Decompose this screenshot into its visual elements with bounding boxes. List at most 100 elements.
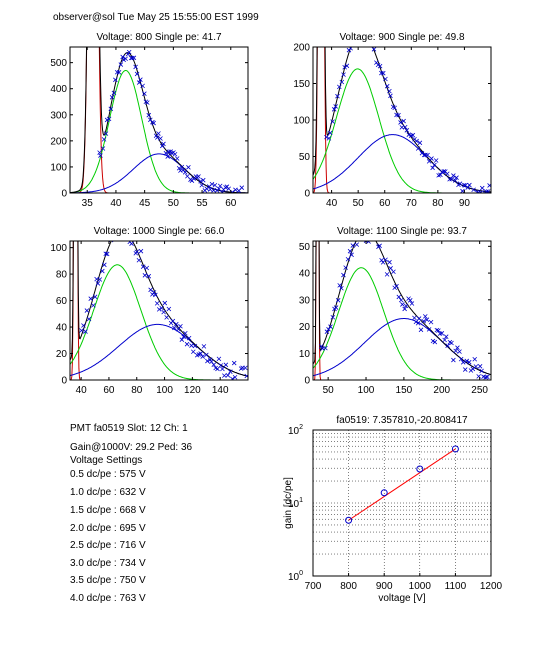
data-point — [394, 283, 399, 289]
y-tick-label: 60 — [56, 296, 68, 307]
data-point — [205, 358, 210, 364]
data-point — [226, 186, 231, 192]
axes-box — [312, 240, 492, 381]
x-tick-label: 250 — [471, 385, 488, 396]
data-point — [422, 314, 428, 319]
x-tick-label: 900 — [376, 581, 393, 592]
data-point — [192, 343, 198, 349]
data-point — [470, 366, 476, 372]
voltage-settings-title: Voltage Settings — [70, 455, 143, 466]
hist-plot: Voltage: 900 Single pe: 49.8 40 50 60 70 80 90… — [293, 24, 492, 209]
hist-plot: Voltage: 800 Single pe: 41.7 35 40 45 50 55 60… — [50, 32, 249, 209]
data-point — [363, 241, 369, 243]
data-point — [83, 329, 88, 334]
data-point — [239, 185, 245, 190]
data-point — [174, 156, 180, 161]
data-point — [218, 363, 224, 368]
data-point — [204, 352, 209, 358]
data-point — [460, 188, 465, 193]
x-tick-label: 80 — [131, 385, 143, 396]
data-point — [451, 357, 456, 363]
data-point — [136, 257, 142, 263]
data-point — [388, 266, 393, 271]
voltage-setting: 3.5 dc/pe : 750 V — [70, 575, 146, 586]
data-point — [101, 137, 107, 142]
data-point — [108, 106, 114, 112]
data-point — [343, 265, 348, 270]
data-point — [479, 185, 485, 191]
data-point — [392, 105, 397, 111]
data-point — [383, 76, 388, 82]
data-point — [453, 348, 458, 354]
data-point — [380, 70, 386, 76]
data-point — [159, 305, 164, 311]
y-tick-exponent: 2 — [299, 424, 303, 431]
y-tick-label: 30 — [299, 295, 311, 306]
data-point — [129, 55, 135, 61]
data-point — [441, 169, 447, 174]
pedestal-fit-curve — [70, 47, 248, 193]
hist-plot: Voltage: 1000 Single pe: 66.0 40 60 80 100 12… — [50, 221, 249, 396]
data-point — [176, 165, 182, 171]
y-tick-label: 100 — [288, 570, 303, 583]
data-point — [341, 272, 346, 278]
plot-area — [313, 241, 491, 380]
plot-area — [70, 221, 248, 380]
data-point — [148, 287, 153, 293]
data-point — [154, 301, 160, 306]
data-point — [344, 63, 350, 69]
data-point — [328, 324, 333, 329]
data-point — [323, 345, 328, 351]
data-point — [457, 181, 463, 186]
data-point — [182, 170, 188, 175]
data-point — [120, 221, 124, 225]
data-point — [377, 243, 382, 249]
data-point — [387, 259, 392, 265]
data-point — [341, 72, 346, 77]
data-point — [156, 131, 161, 136]
data-point — [98, 153, 103, 158]
y-tick-label: 500 — [50, 58, 67, 69]
x-tick-label: 50 — [168, 198, 180, 209]
data-point — [100, 268, 105, 274]
data-point — [222, 373, 227, 378]
data-point — [238, 366, 244, 371]
y-tick-label: 0 — [304, 376, 310, 387]
data-point — [114, 69, 120, 75]
data-point — [136, 80, 142, 85]
gain-fit-line — [348, 448, 456, 521]
data-point — [103, 251, 109, 257]
data-point — [201, 344, 207, 349]
y-tick-base: 10 — [288, 572, 300, 583]
data-point — [326, 327, 331, 332]
data-point — [451, 173, 456, 178]
x-axis-label: voltage [V] — [378, 593, 425, 604]
data-point — [209, 181, 215, 187]
data-point — [111, 90, 117, 96]
data-point — [140, 83, 145, 89]
data-point — [138, 248, 144, 254]
data-point — [403, 303, 409, 309]
data-point — [460, 360, 466, 365]
data-point — [429, 156, 434, 161]
data-point — [178, 323, 183, 329]
y-tick-label: 102 — [288, 424, 303, 437]
data-point — [109, 95, 115, 100]
y-tick-label: 40 — [56, 323, 68, 334]
y-tick-exponent: 1 — [299, 497, 303, 504]
data-point — [464, 358, 470, 364]
data-point — [200, 177, 206, 183]
data-point — [402, 306, 407, 312]
data-point — [86, 316, 92, 322]
data-point — [359, 24, 363, 28]
data-point — [211, 188, 216, 193]
gain-vs-voltage-plot: fa0519: 7.357810,-20.808417 700 800 900 1000… — [283, 415, 503, 604]
data-point — [401, 118, 406, 124]
data-point — [243, 365, 248, 371]
data-point — [404, 128, 410, 133]
x-tick-label: 100 — [358, 385, 375, 396]
y-tick-label: 300 — [50, 110, 67, 121]
y-axis-label: gain [dc/pe] — [283, 477, 294, 529]
data-point — [138, 77, 143, 82]
x-tick-label: 50 — [323, 385, 335, 396]
